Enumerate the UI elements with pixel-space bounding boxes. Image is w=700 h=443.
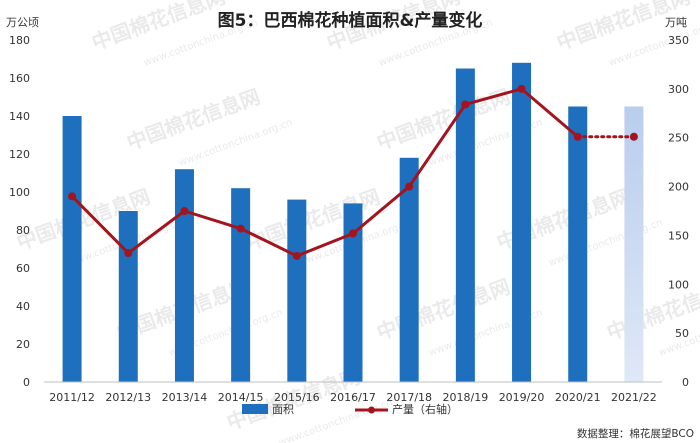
production-point-2012/13: [124, 249, 133, 258]
source-note: 数据整理：棉花展望BCO: [577, 427, 694, 440]
production-point-2015/16: [292, 251, 301, 260]
legend-swatch-production-marker: [368, 406, 375, 414]
left-tick-label: 180: [9, 34, 30, 47]
x-tick-label: 2014/15: [218, 391, 264, 404]
production-point-2018/19: [461, 100, 470, 109]
x-axis-ticks: 2011/12 2012/13 2013/14 2014/15 2015/16 2016/…: [49, 391, 657, 404]
left-tick-label: 120: [9, 148, 30, 161]
bar-area-2011/12: [62, 116, 82, 382]
right-tick-label: 300: [668, 83, 689, 96]
right-axis-unit: 万吨: [665, 16, 687, 29]
right-axis-ticks: 0 50 100 150 200 250 300 350: [668, 34, 689, 389]
legend-label-area: 面积: [272, 403, 294, 416]
left-tick-label: 0: [23, 376, 30, 389]
right-tick-label: 200: [668, 181, 689, 194]
production-point-2016/17: [349, 229, 357, 238]
production-point-2019/20: [517, 84, 526, 93]
bar-area-2018/19: [455, 68, 475, 382]
bar-area-2021/22: [624, 106, 644, 382]
left-tick-label: 160: [9, 72, 30, 85]
x-tick-label: 2012/13: [105, 391, 151, 404]
x-tick-label: 2016/17: [330, 391, 376, 404]
left-tick-label: 100: [9, 186, 30, 199]
x-tick-label: 2017/18: [386, 391, 432, 404]
area-bars: [62, 62, 644, 383]
production-point-2020/21: [573, 132, 582, 141]
left-tick-label: 80: [16, 224, 30, 237]
chart-title: 图5：巴西棉花种植面积&产量变化: [218, 10, 483, 31]
x-tick-label: 2013/14: [162, 391, 208, 404]
production-point-2011/12: [68, 192, 77, 201]
bar-area-2015/16: [287, 199, 307, 382]
bar-area-2014/15: [231, 188, 251, 382]
bar-area-2012/13: [118, 211, 138, 382]
left-axis-unit: 万公顷: [6, 16, 39, 29]
left-tick-label: 60: [16, 262, 30, 275]
x-tick-label: 2021/22: [611, 391, 657, 404]
right-tick-label: 100: [668, 278, 689, 291]
bar-area-2017/18: [399, 157, 419, 382]
left-tick-label: 140: [9, 110, 30, 123]
production-line: [68, 84, 638, 260]
legend-label-production: 产量（右轴）: [392, 402, 458, 416]
legend-swatch-area: [242, 404, 268, 414]
legend: 面积 产量（右轴）: [242, 402, 458, 416]
x-tick-label: 2015/16: [274, 391, 320, 404]
bar-area-2019/20: [512, 62, 532, 383]
right-tick-label: 0: [682, 376, 689, 389]
x-tick-label: 2011/12: [49, 391, 95, 404]
right-tick-label: 350: [668, 34, 689, 47]
left-tick-label: 40: [16, 300, 30, 313]
right-tick-label: 150: [668, 229, 689, 242]
production-point-2017/18: [405, 182, 414, 191]
x-tick-label: 2020/21: [555, 391, 601, 404]
left-tick-label: 20: [16, 338, 30, 351]
x-tick-label: 2019/20: [499, 391, 545, 404]
x-tick-label: 2018/19: [443, 391, 489, 404]
bar-area-2020/21: [568, 106, 588, 382]
production-line-solid: [71, 87, 579, 258]
right-tick-label: 50: [675, 327, 689, 340]
bar-area-2016/17: [343, 203, 363, 382]
left-axis-ticks: 0 20 40 60 80 100 120 140 160 180: [9, 34, 30, 389]
right-tick-label: 250: [668, 132, 689, 145]
production-point-2013/14: [180, 207, 189, 215]
production-point-2014/15: [236, 224, 245, 233]
bar-area-2013/14: [174, 169, 194, 382]
production-point-2021/22: [629, 132, 638, 141]
